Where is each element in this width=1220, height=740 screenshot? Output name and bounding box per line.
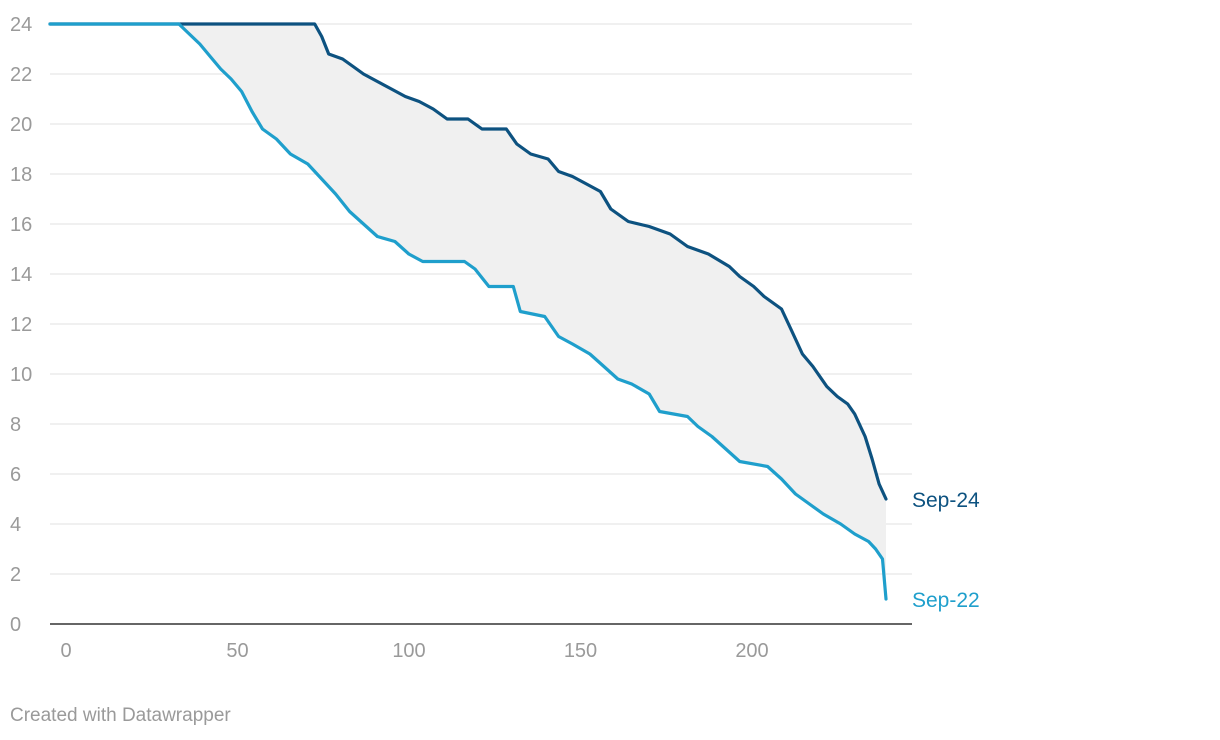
x-tick-label: 100 — [392, 640, 425, 662]
y-tick-label: 8 — [10, 414, 21, 436]
datawrapper-credit: Created with Datawrapper — [10, 705, 231, 726]
x-tick-label: 50 — [226, 640, 248, 662]
y-tick-label: 6 — [10, 464, 21, 486]
range-band — [50, 24, 886, 599]
x-tick-label: 150 — [564, 640, 597, 662]
y-tick-label: 12 — [10, 314, 32, 336]
y-tick-label: 0 — [10, 614, 21, 636]
series-label-sep-22: Sep-22 — [912, 589, 980, 612]
y-tick-label: 22 — [10, 64, 32, 86]
x-tick-label: 200 — [735, 640, 768, 662]
y-tick-label: 4 — [10, 514, 21, 536]
gridlines — [50, 23, 912, 575]
y-tick-label: 10 — [10, 364, 32, 386]
series-line-sep-22 — [48, 22, 888, 601]
x-tick-label: 0 — [60, 640, 71, 662]
series-lines — [48, 22, 888, 601]
y-tick-label: 20 — [10, 114, 32, 136]
series-line-sep-24 — [48, 22, 888, 501]
series-label-sep-24: Sep-24 — [912, 489, 980, 512]
y-tick-label: 24 — [10, 14, 32, 36]
series-labels: Sep-24 Sep-22 — [912, 489, 980, 612]
y-tick-label: 18 — [10, 164, 32, 186]
y-tick-label: 2 — [10, 564, 21, 586]
y-tick-label: 16 — [10, 214, 32, 236]
y-tick-label: 14 — [10, 264, 32, 286]
x-tick-labels: 0 50 100 150 200 — [60, 640, 768, 662]
